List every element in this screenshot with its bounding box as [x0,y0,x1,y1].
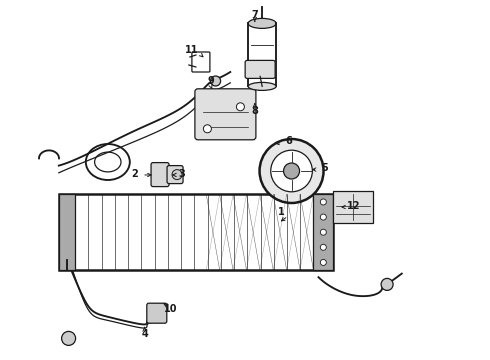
Text: 10: 10 [164,304,177,314]
Text: 4: 4 [141,329,148,339]
FancyBboxPatch shape [167,166,183,184]
Ellipse shape [248,82,276,90]
Text: 2: 2 [131,169,138,179]
Circle shape [320,229,326,235]
Circle shape [211,76,220,86]
Circle shape [203,125,211,133]
Text: 9: 9 [207,76,214,86]
Circle shape [320,244,326,250]
Text: 12: 12 [347,201,361,211]
FancyBboxPatch shape [147,303,167,323]
FancyBboxPatch shape [151,163,169,186]
Circle shape [320,214,326,220]
Text: 5: 5 [321,163,328,174]
Bar [59,194,333,270]
Circle shape [320,260,326,265]
Circle shape [381,278,393,291]
Circle shape [62,332,75,345]
Ellipse shape [248,18,276,28]
Text: 8: 8 [251,106,258,116]
Text: 3: 3 [178,169,185,179]
Circle shape [236,103,245,111]
FancyBboxPatch shape [195,89,256,140]
Bar [314,194,333,270]
Text: 1: 1 [278,207,285,217]
Circle shape [271,150,312,192]
Text: 7: 7 [251,10,258,20]
Text: 11: 11 [185,45,199,55]
FancyBboxPatch shape [333,191,373,223]
Text: 6: 6 [286,136,293,147]
Circle shape [284,163,299,179]
Circle shape [260,139,323,203]
FancyBboxPatch shape [245,60,275,78]
Circle shape [320,199,326,205]
Circle shape [172,170,182,180]
Bar [59,194,75,270]
